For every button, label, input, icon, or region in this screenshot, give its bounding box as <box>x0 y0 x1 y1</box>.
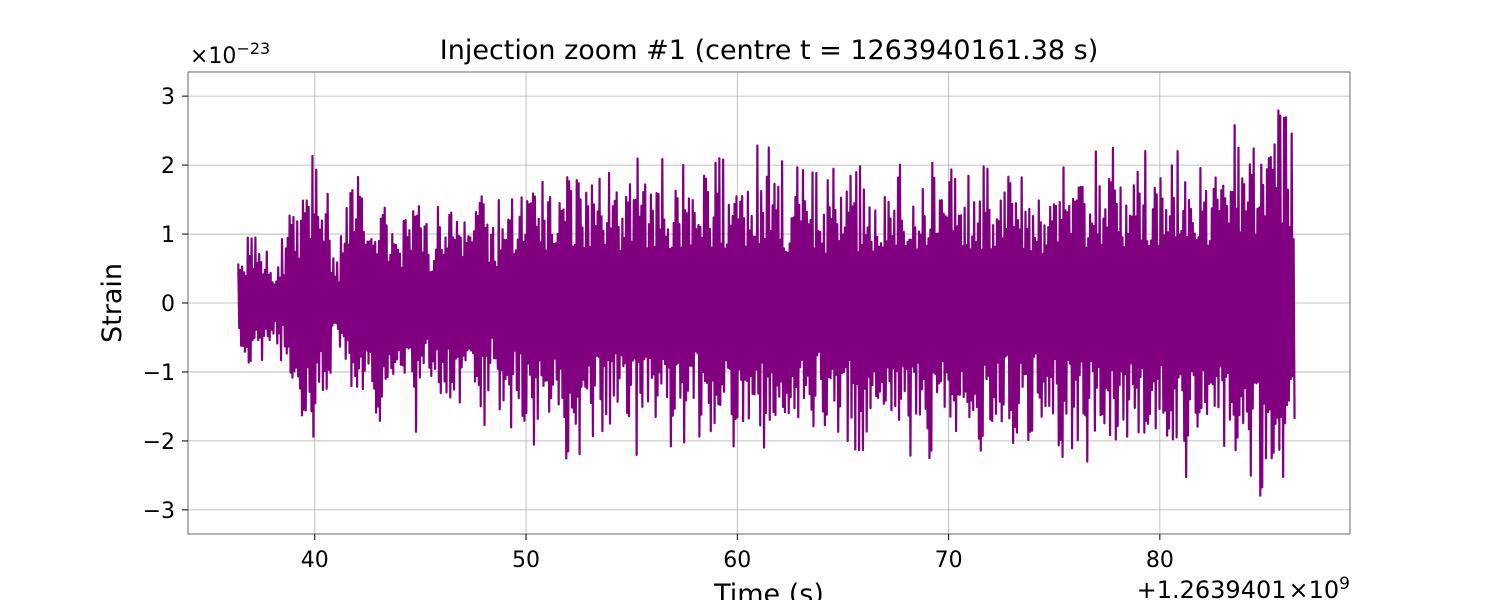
x-tick-label: 60 <box>723 548 751 573</box>
ticks: 40 50 60 70 80 −3 −2 −1 0 1 2 3 <box>143 85 1174 573</box>
x-tick-label: 40 <box>301 548 329 573</box>
x-offset-times: ×10 <box>1289 576 1340 600</box>
x-offset-label: +1.2639401×109 <box>1137 574 1350 600</box>
y-tick-label: −1 <box>143 361 175 386</box>
x-axis-label: Time (s) <box>713 579 824 600</box>
y-tick-label: 3 <box>161 85 175 110</box>
plot-area <box>237 109 1296 497</box>
y-tick-label: −3 <box>143 499 175 524</box>
x-offset-exponent: 9 <box>1339 574 1350 594</box>
y-tick-label: −2 <box>143 430 175 455</box>
y-tick-label: 1 <box>161 223 175 248</box>
x-tick-label: 50 <box>512 548 540 573</box>
y-tick-label: 0 <box>161 292 175 317</box>
x-tick-label: 70 <box>935 548 963 573</box>
series-line-strain <box>237 109 1296 497</box>
y-scale-base: ×10 <box>190 44 236 69</box>
y-scale-label: ×10−23 <box>190 39 270 69</box>
x-offset-value: +1.2639401 <box>1137 576 1287 600</box>
y-axis-label: Strain <box>97 263 128 343</box>
y-scale-exponent: −23 <box>236 39 270 58</box>
y-tick-label: 2 <box>161 154 175 179</box>
x-tick-label: 80 <box>1146 548 1174 573</box>
chart-title: Injection zoom #1 (centre t = 1263940161… <box>440 35 1098 66</box>
